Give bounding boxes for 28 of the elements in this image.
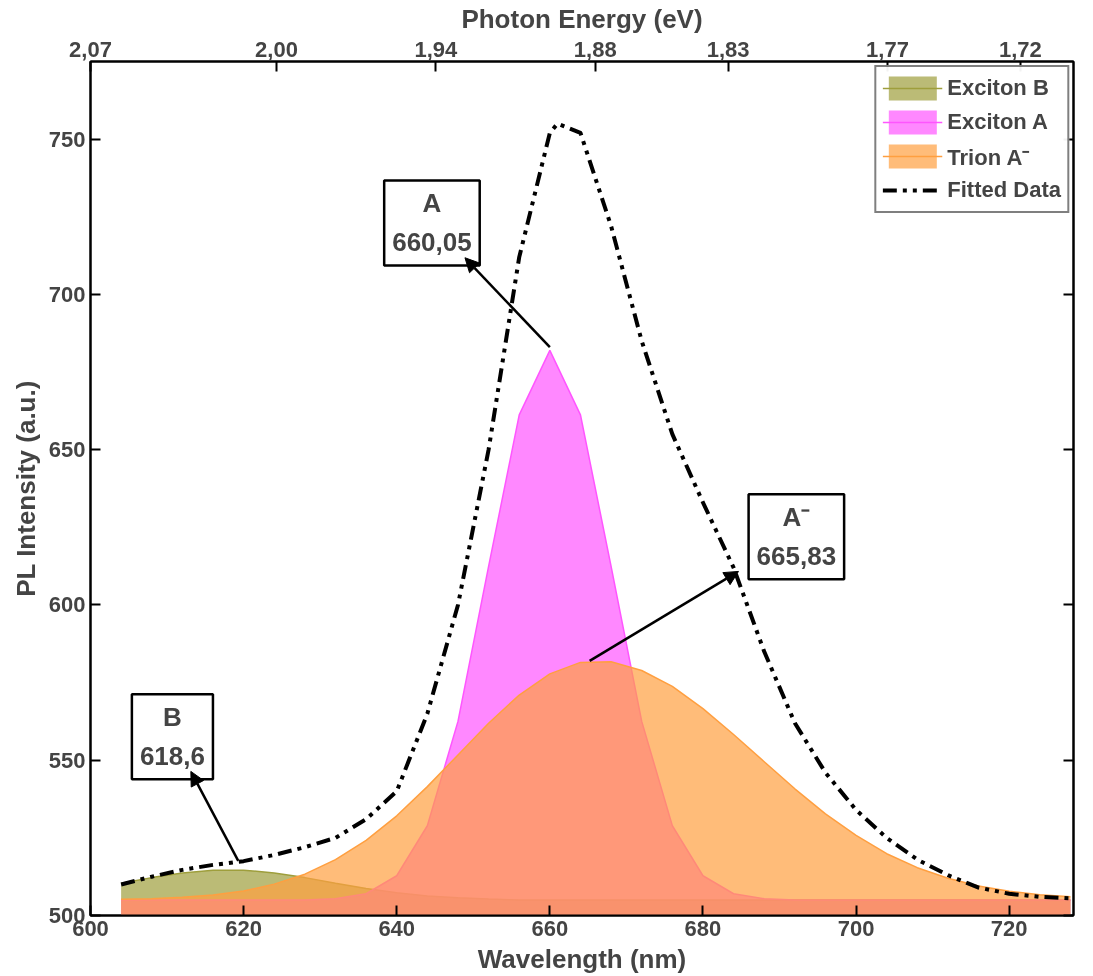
x2-tick-label: 2,00 (255, 36, 298, 62)
y-axis-title: PL Intensity (a.u.) (10, 380, 41, 597)
x2-tick-label: 1,77 (866, 36, 909, 62)
x-tick-label: 620 (225, 915, 262, 941)
x-tick-label: 680 (684, 915, 722, 941)
y-tick-label: 550 (48, 747, 86, 773)
x-axis-title: Wavelength (nm) (477, 943, 687, 974)
x-tick-label: 660 (531, 915, 569, 941)
x2-tick-label: 2,07 (69, 36, 112, 62)
legend-label: Exciton A (947, 109, 1048, 135)
legend-label: Exciton B (947, 75, 1049, 101)
annotation: B 618,6 (139, 702, 205, 772)
y-tick-label: 600 (48, 592, 86, 618)
y-tick-label: 700 (48, 281, 86, 307)
x2-tick-label: 1,72 (998, 36, 1042, 62)
legend-label: Fitted Data (947, 177, 1061, 203)
y-tick-label: 650 (48, 437, 86, 463)
x2-tick-label: 1,83 (706, 36, 750, 62)
x2-tick-label: 1,88 (573, 36, 617, 62)
x2-axis-title: Photon Energy (eV) (461, 3, 703, 34)
annotation: A 660,05 (392, 188, 472, 258)
x-tick-label: 720 (990, 915, 1028, 941)
x2-tick-label: 1,94 (414, 36, 459, 62)
x-tick-label: 640 (378, 915, 416, 941)
legend-label: Trion A⁻ (947, 144, 1030, 171)
x-tick-label: 700 (837, 915, 875, 941)
y-tick-label: 750 (48, 126, 86, 152)
annotation: A⁻ 665,83 (756, 502, 837, 572)
